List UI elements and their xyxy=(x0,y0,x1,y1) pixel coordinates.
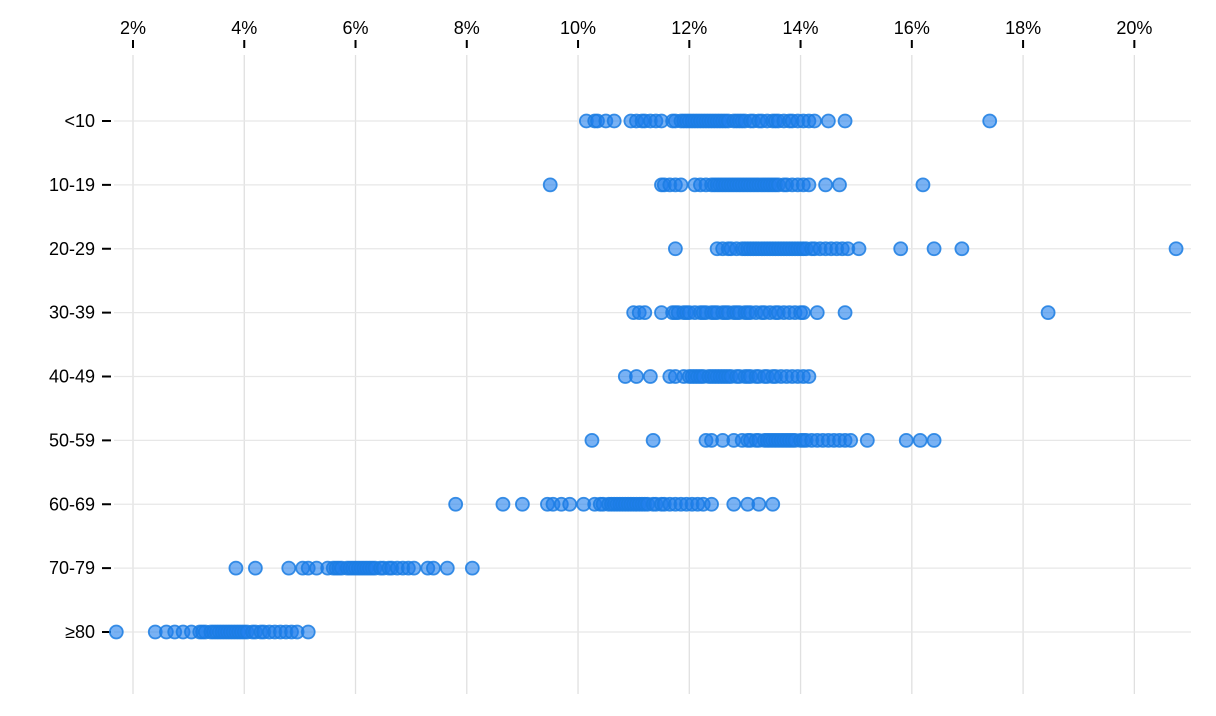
x-tick-label: 6% xyxy=(343,18,369,38)
data-point[interactable] xyxy=(406,560,422,576)
x-tick-label: 12% xyxy=(671,18,707,38)
data-point[interactable] xyxy=(108,624,124,640)
data-point[interactable] xyxy=(843,432,859,448)
data-point[interactable] xyxy=(801,369,817,384)
data-point[interactable] xyxy=(837,113,853,129)
y-category-label: 40-49 xyxy=(49,367,95,387)
x-tick-label: 4% xyxy=(231,18,257,38)
data-point[interactable] xyxy=(515,496,530,512)
data-point[interactable] xyxy=(673,177,689,193)
data-point[interactable] xyxy=(228,560,244,576)
data-point[interactable] xyxy=(859,432,875,448)
data-point[interactable] xyxy=(751,496,767,512)
data-point[interactable] xyxy=(584,432,600,448)
y-category-label: 50-59 xyxy=(49,430,95,450)
data-point[interactable] xyxy=(912,432,928,448)
data-point[interactable] xyxy=(801,177,817,193)
data-point[interactable] xyxy=(542,177,558,193)
data-point[interactable] xyxy=(464,560,480,576)
data-point[interactable] xyxy=(809,305,825,321)
data-point[interactable] xyxy=(645,432,661,448)
y-category-label: 10-19 xyxy=(49,175,95,195)
y-category-label: 20-29 xyxy=(49,239,95,259)
data-point[interactable] xyxy=(807,113,822,129)
data-point[interactable] xyxy=(893,241,909,257)
x-tick-label: 10% xyxy=(560,18,596,38)
data-point[interactable] xyxy=(926,432,942,448)
data-point[interactable] xyxy=(426,560,441,576)
data-point[interactable] xyxy=(837,305,853,321)
data-point[interactable] xyxy=(1168,241,1184,257)
data-point[interactable] xyxy=(629,369,644,384)
x-tick-label: 18% xyxy=(1005,18,1041,38)
data-point[interactable] xyxy=(851,241,867,257)
data-point[interactable] xyxy=(915,177,931,193)
data-point[interactable] xyxy=(726,496,742,512)
data-point[interactable] xyxy=(765,496,781,512)
x-tick-label: 14% xyxy=(783,18,819,38)
data-point[interactable] xyxy=(606,113,622,129)
data-point[interactable] xyxy=(982,113,998,129)
data-point[interactable] xyxy=(667,241,683,257)
data-point[interactable] xyxy=(1040,305,1056,321)
data-point[interactable] xyxy=(926,241,942,257)
data-point[interactable] xyxy=(795,305,811,321)
y-category-label: 70-79 xyxy=(49,558,95,578)
data-point[interactable] xyxy=(448,496,464,512)
data-point[interactable] xyxy=(637,305,653,321)
data-point[interactable] xyxy=(642,369,658,384)
data-point[interactable] xyxy=(495,496,511,512)
y-category-label: <10 xyxy=(64,111,95,131)
x-tick-label: 8% xyxy=(454,18,480,38)
x-tick-label: 2% xyxy=(120,18,146,38)
y-category-label: 60-69 xyxy=(49,494,95,514)
data-point[interactable] xyxy=(439,560,455,576)
data-point[interactable] xyxy=(818,177,833,193)
data-point[interactable] xyxy=(281,560,297,576)
data-point[interactable] xyxy=(954,241,970,257)
x-tick-label: 20% xyxy=(1116,18,1152,38)
x-tick-label: 16% xyxy=(894,18,930,38)
data-point[interactable] xyxy=(562,496,578,512)
data-point[interactable] xyxy=(247,560,263,576)
data-point[interactable] xyxy=(832,177,847,193)
y-category-label: ≥80 xyxy=(65,622,95,642)
data-point[interactable] xyxy=(300,624,316,640)
data-point[interactable] xyxy=(898,432,914,448)
data-point[interactable] xyxy=(704,496,719,512)
y-category-label: 30-39 xyxy=(49,303,95,323)
data-point[interactable] xyxy=(820,113,836,129)
